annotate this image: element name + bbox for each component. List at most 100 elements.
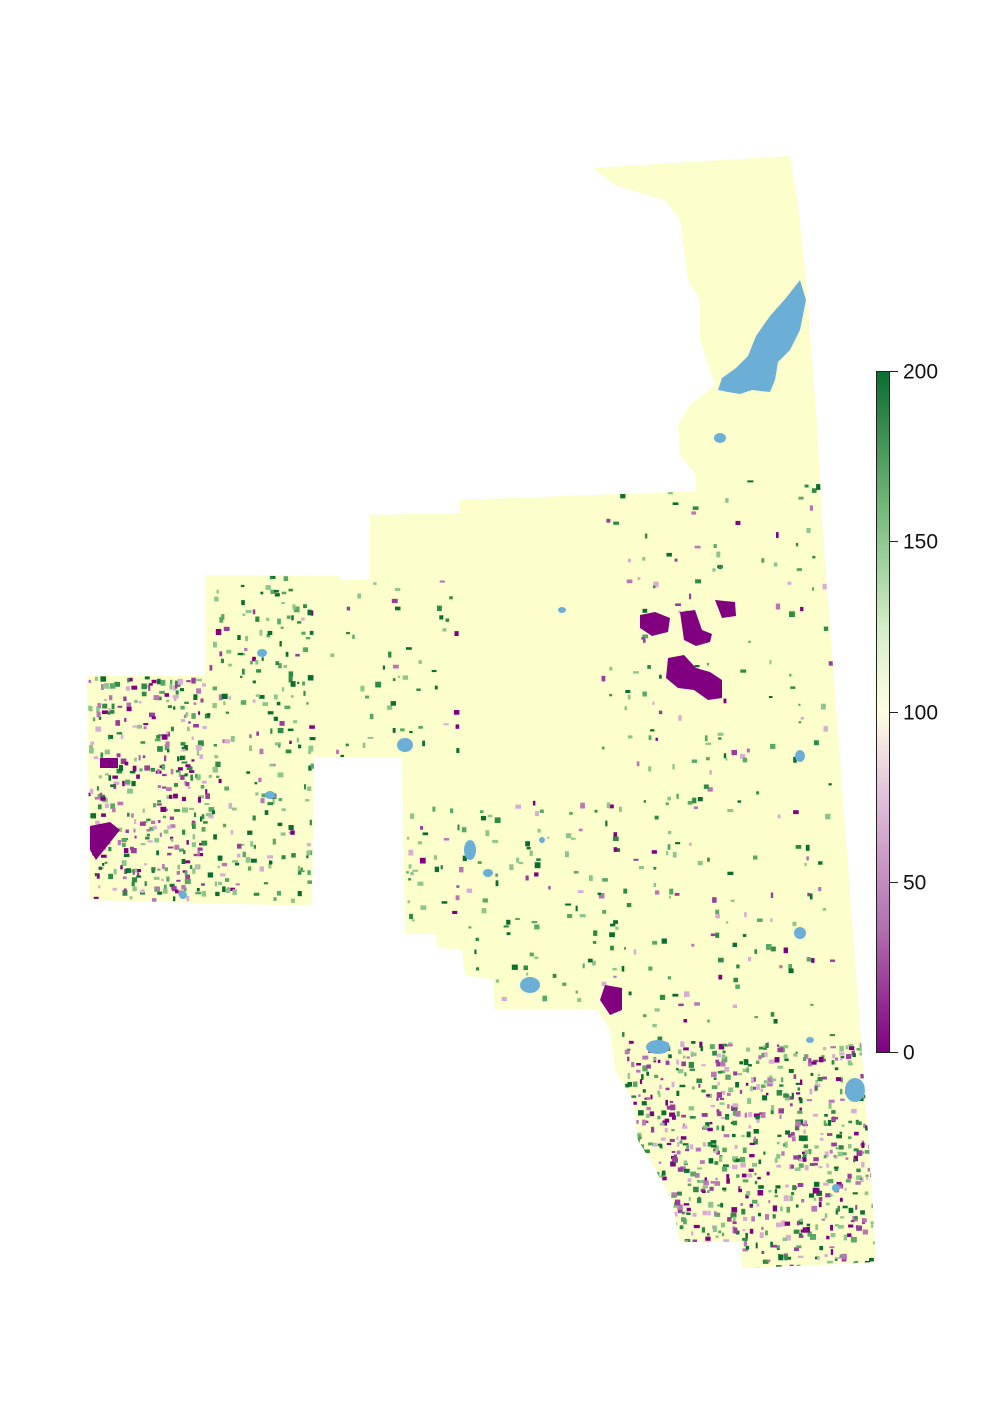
raster-cell [754, 949, 757, 954]
raster-cell [644, 1183, 650, 1186]
raster-cell [631, 1183, 634, 1186]
raster-cell [730, 1212, 737, 1218]
raster-cell [717, 1071, 723, 1074]
raster-cell [449, 990, 452, 996]
raster-cell [650, 1181, 654, 1185]
raster-cell [506, 932, 511, 936]
raster-cell [613, 521, 620, 525]
raster-cell [717, 1111, 722, 1117]
raster-cell [856, 1047, 863, 1051]
raster-cell [745, 1082, 749, 1086]
raster-cell [735, 520, 741, 525]
raster-cell [776, 1265, 782, 1268]
raster-cell [223, 701, 226, 706]
raster-cell [565, 851, 569, 858]
raster-cell [641, 637, 646, 640]
raster-cell [287, 728, 294, 732]
raster-cell [161, 878, 164, 882]
raster-cell [637, 1234, 640, 1238]
raster-cell [692, 1239, 697, 1243]
raster-cell [687, 1183, 692, 1187]
raster-cell [860, 1074, 865, 1079]
raster-cell [186, 680, 191, 683]
raster-cell [432, 806, 436, 812]
raster-cell [624, 706, 628, 711]
raster-cell [815, 1224, 819, 1231]
raster-cell [232, 889, 237, 895]
raster-cell [841, 1253, 847, 1260]
raster-cell [780, 1206, 783, 1212]
raster-cell [848, 1043, 854, 1047]
raster-cell [186, 840, 189, 845]
raster-cell [661, 938, 667, 944]
raster-cell [392, 728, 396, 733]
raster-cell [754, 1136, 756, 1142]
raster-cell [565, 903, 572, 906]
raster-cell [839, 1131, 843, 1134]
map-region [87, 156, 876, 1268]
raster-cell [144, 676, 150, 680]
raster-cell [143, 726, 147, 730]
raster-cell [772, 1244, 777, 1248]
raster-cell [741, 1134, 745, 1137]
raster-cell [692, 1212, 697, 1217]
raster-cell [109, 735, 114, 739]
raster-cell [161, 764, 165, 770]
raster-cell [652, 1142, 657, 1147]
raster-cell [746, 1047, 750, 1052]
raster-cell [181, 747, 186, 752]
raster-cell [88, 792, 91, 797]
raster-cell [534, 862, 541, 869]
raster-cell [666, 851, 669, 856]
raster-cell [803, 1144, 809, 1149]
raster-cell [202, 683, 206, 687]
raster-cell [800, 606, 804, 612]
raster-cell [854, 1260, 859, 1266]
raster-cell [232, 860, 239, 863]
raster-cell [692, 797, 697, 804]
raster-cell [124, 888, 127, 893]
raster-cell [677, 1191, 682, 1196]
raster-cell [848, 1224, 854, 1228]
raster-cell [369, 713, 374, 720]
raster-cell [624, 1049, 630, 1055]
raster-cell [265, 585, 271, 590]
raster-cell [675, 603, 681, 606]
raster-cell [754, 1180, 758, 1185]
raster-cell [230, 736, 235, 742]
raster-cell [754, 1172, 757, 1176]
raster-cell [710, 1181, 716, 1184]
raster-cell [301, 617, 305, 621]
raster-cell [290, 695, 294, 698]
raster-cell [188, 721, 191, 724]
raster-cell [682, 1143, 689, 1146]
raster-cell [732, 1156, 738, 1161]
raster-cell [709, 1044, 715, 1049]
raster-cell [769, 660, 772, 665]
raster-cell [732, 1004, 737, 1008]
raster-cell [836, 1181, 842, 1185]
raster-cell [205, 793, 210, 799]
raster-cell [180, 688, 184, 692]
raster-cell [702, 1142, 707, 1147]
raster-cell [602, 878, 608, 882]
raster-cell [814, 1085, 818, 1091]
raster-cell [167, 731, 170, 737]
raster-cell [267, 855, 273, 859]
raster-cell [827, 1119, 832, 1126]
raster-cell [98, 775, 102, 779]
raster-cell [262, 702, 269, 706]
raster-cell [221, 862, 228, 867]
raster-cell [726, 1178, 730, 1184]
raster-cell [179, 848, 185, 852]
raster-cell [814, 1181, 820, 1187]
raster-cell [642, 1014, 647, 1018]
raster-cell [684, 1252, 688, 1256]
raster-cell [718, 564, 722, 570]
raster-cell [682, 1211, 685, 1215]
raster-cell [759, 1232, 764, 1238]
raster-cell [737, 1073, 743, 1076]
raster-cell [870, 1160, 875, 1163]
raster-cell [623, 888, 628, 894]
raster-cell [680, 480, 684, 483]
